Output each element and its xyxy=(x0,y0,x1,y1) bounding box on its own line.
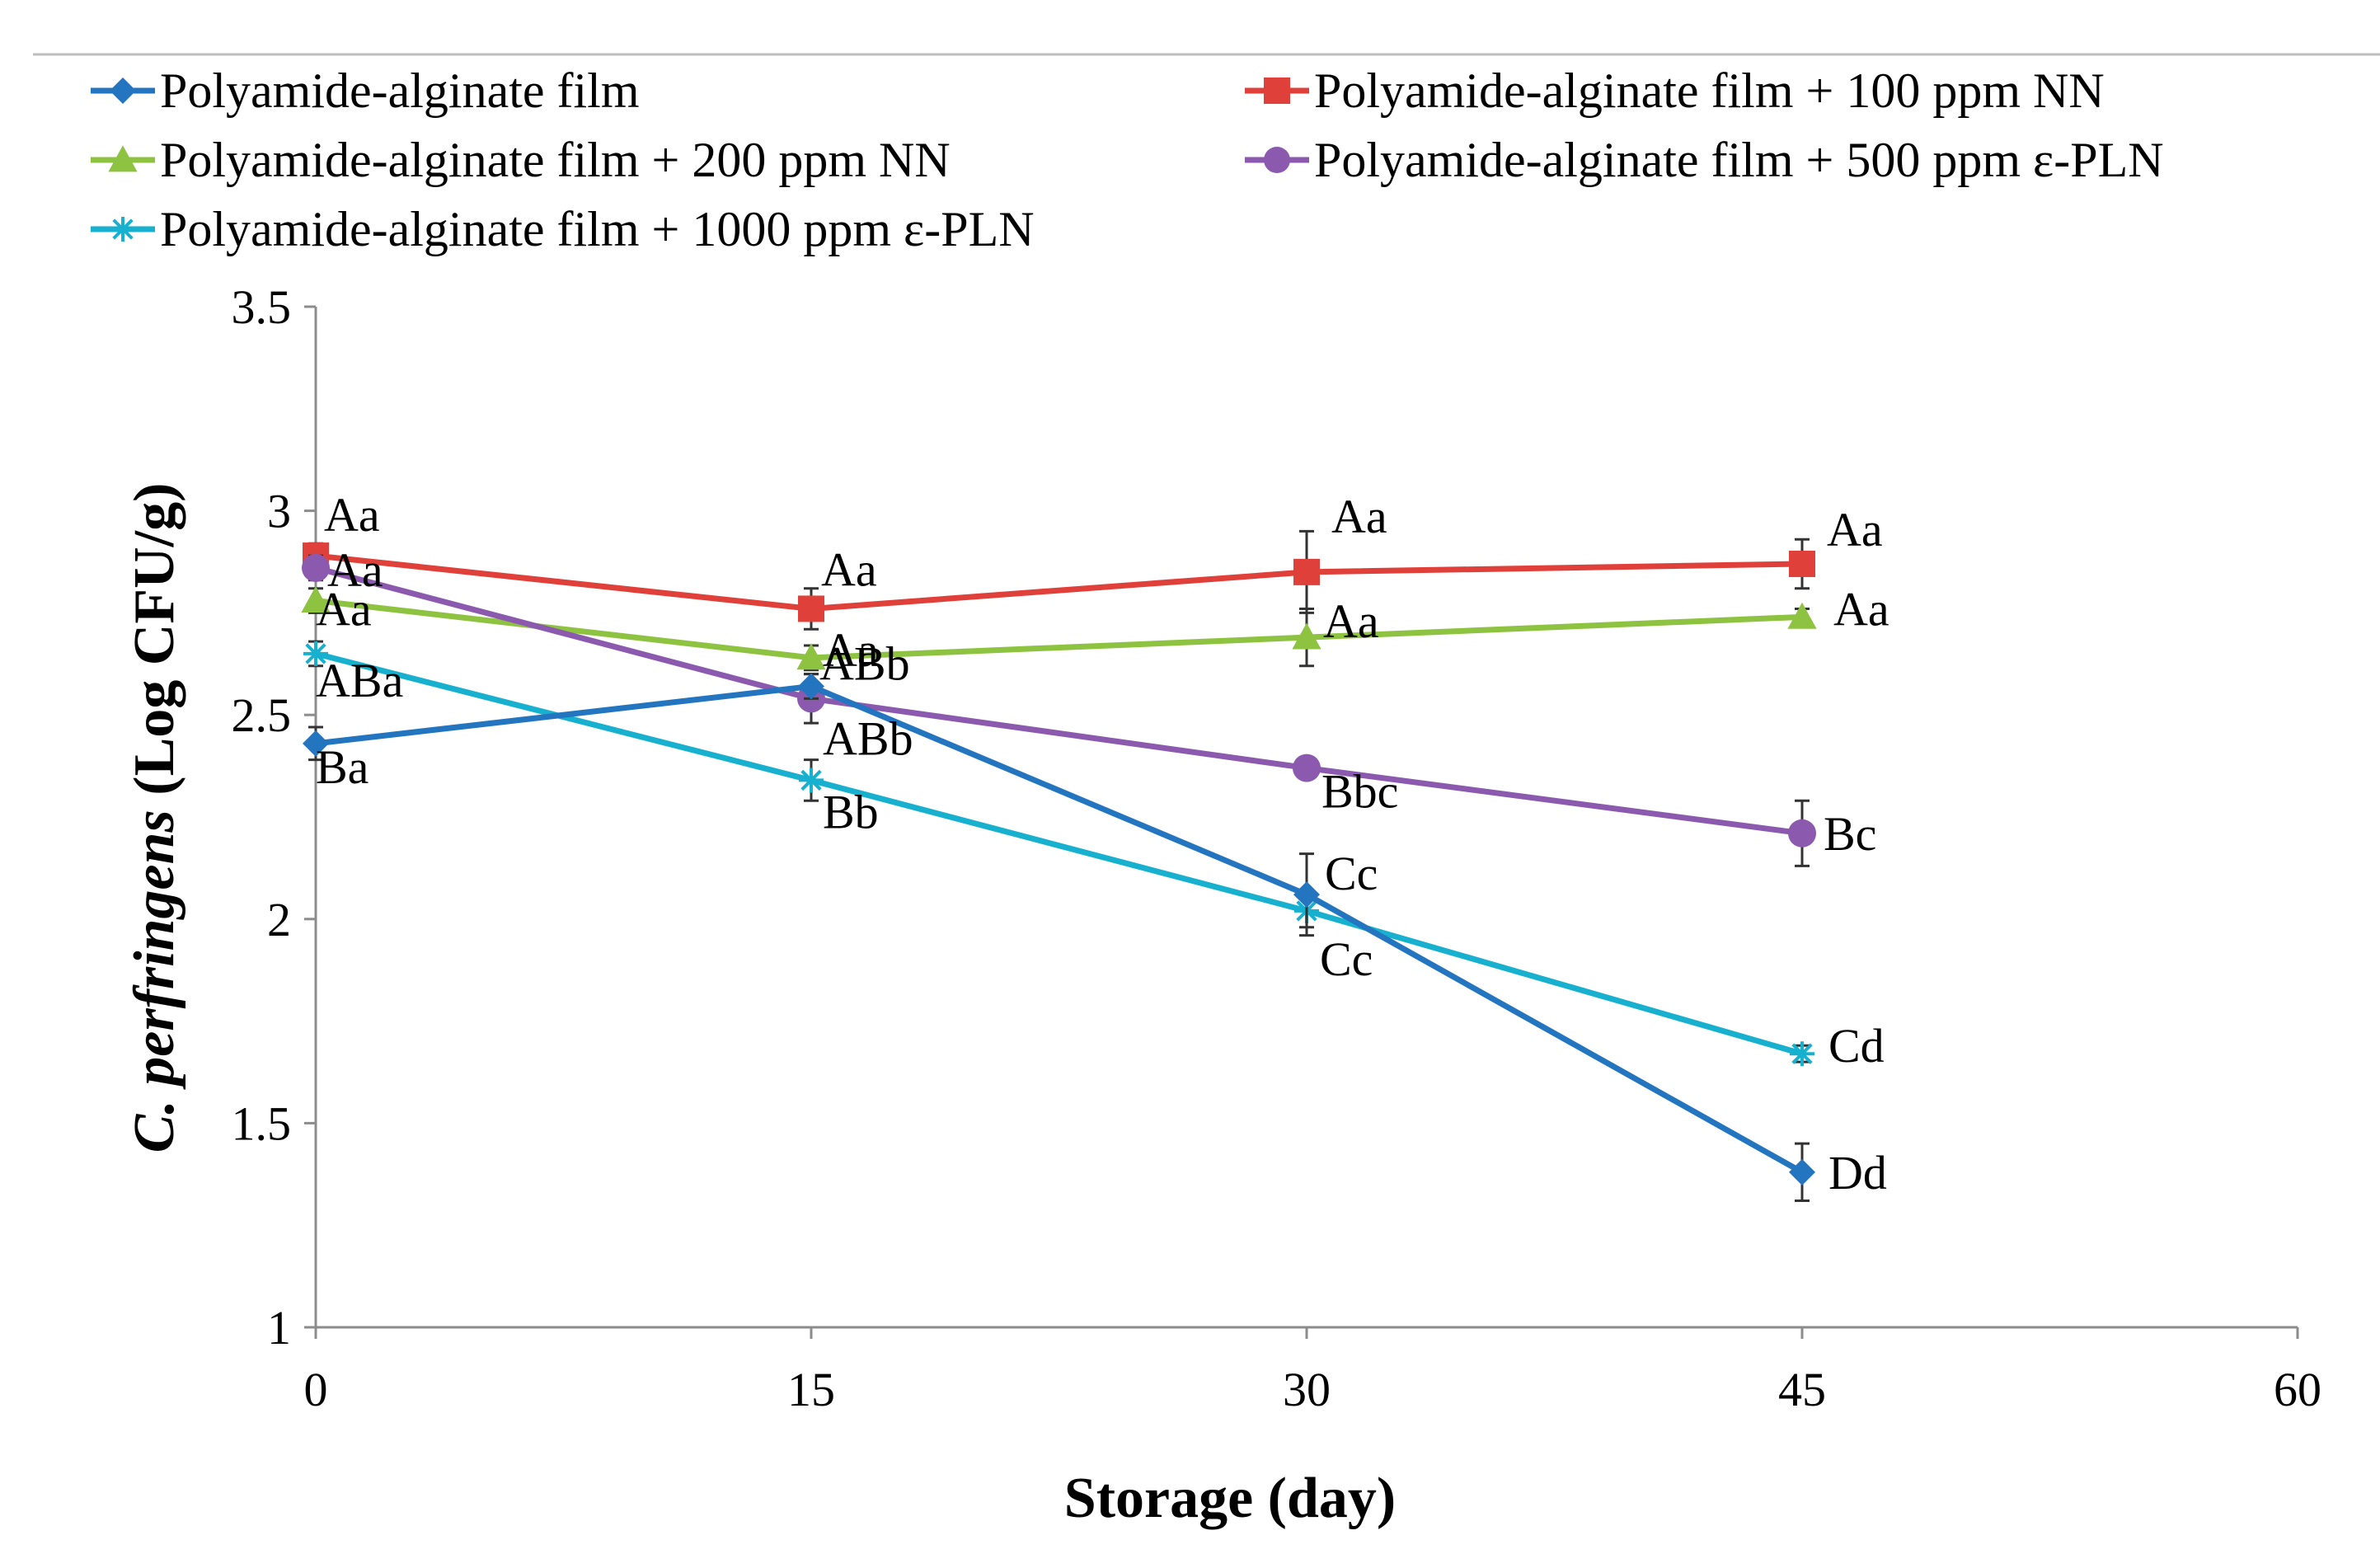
series-line xyxy=(315,683,1804,1175)
legend-marker xyxy=(110,217,135,242)
legend-marker xyxy=(110,77,136,104)
data-label: Aa xyxy=(316,583,372,636)
data-point xyxy=(1292,622,1321,650)
y-ticks: 1 1.5 2 2.5 3 3.5 xyxy=(232,280,316,1354)
data-label: Aa xyxy=(1323,594,1379,648)
series-line xyxy=(315,565,1803,837)
data-point xyxy=(1293,881,1320,908)
data-label: Aa xyxy=(1833,582,1889,636)
legend-label: Polyamide-alginate film + 200 ppm NN xyxy=(160,133,951,187)
x-tick-label: 60 xyxy=(2274,1363,2321,1416)
data-label: Bc xyxy=(1824,807,1876,861)
y-axis-title: C. perfringens (Log CFU/g) xyxy=(123,483,186,1153)
legend-label: Polyamide-alginate film + 1000 ppm ε-PLN xyxy=(160,202,1035,256)
legend-label: Polyamide-alginate film + 500 ppm ε-PLN xyxy=(1314,133,2164,187)
data-label: Aa xyxy=(327,543,383,597)
y-tick-label: 2.5 xyxy=(232,688,292,742)
x-tick-label: 45 xyxy=(1778,1363,1826,1416)
legend-item: Polyamide-alginate film xyxy=(91,63,640,118)
data-point xyxy=(1787,602,1817,629)
y-axis-title-rest: (Log CFU/g) xyxy=(123,483,186,810)
data-point xyxy=(799,768,824,793)
data-point xyxy=(1789,550,1815,577)
data-point xyxy=(303,730,329,757)
data-label: Dd xyxy=(1828,1146,1887,1200)
series-line xyxy=(315,552,1803,612)
x-axis-title: Storage (day) xyxy=(1064,1467,1396,1530)
series-2 xyxy=(303,529,1815,631)
data-label: Aa xyxy=(324,488,380,542)
series-1 xyxy=(303,673,1815,1202)
data-point xyxy=(796,643,826,670)
legend-item: Polyamide-alginate film + 500 ppm ε-PLN xyxy=(1245,133,2164,187)
data-label: Cd xyxy=(1828,1019,1885,1073)
data-point xyxy=(303,641,328,666)
x-tick-label: 15 xyxy=(787,1363,835,1416)
data-label: Bbc xyxy=(1321,765,1398,819)
data-point xyxy=(1788,819,1816,847)
data-label: Cc xyxy=(1325,847,1378,900)
series-5 xyxy=(303,640,1814,1067)
data-point xyxy=(1789,1158,1815,1185)
legend: Polyamide-alginate film Polyamide-alginat… xyxy=(91,63,2164,256)
legend-label: Polyamide-alginate film xyxy=(160,63,640,118)
data-label: Aa xyxy=(823,623,879,677)
series-line xyxy=(315,650,1803,1057)
legend-marker xyxy=(108,145,138,172)
data-point xyxy=(1293,754,1321,782)
data-point xyxy=(798,673,824,700)
x-ticks: 0 15 30 45 60 xyxy=(304,1327,2321,1416)
series-3 xyxy=(301,585,1817,672)
y-axis-title-italic: C. perfringens xyxy=(123,810,186,1153)
x-tick-label: 30 xyxy=(1283,1363,1331,1416)
series-line xyxy=(315,598,1803,661)
x-tick-label: 0 xyxy=(304,1363,328,1416)
y-tick-label: 3 xyxy=(267,485,291,538)
legend-item: Polyamide-alginate film + 100 ppm NN xyxy=(1245,63,2105,118)
legend-item: Polyamide-alginate film + 1000 ppm ε-PLN xyxy=(91,202,1035,256)
series-4 xyxy=(302,553,1816,867)
legend-label: Polyamide-alginate film + 100 ppm NN xyxy=(1314,63,2105,118)
data-label: Cc xyxy=(1320,932,1373,986)
data-label: Aa xyxy=(1827,503,1883,556)
y-tick-label: 3.5 xyxy=(232,280,292,334)
data-point xyxy=(1790,1041,1814,1067)
axes: 1 1.5 2 2.5 3 3.5 0 15 30 45 60 xyxy=(232,280,2322,1416)
data-label: ABa xyxy=(316,654,403,707)
data-point xyxy=(1293,558,1320,585)
data-point xyxy=(798,595,824,622)
legend-marker xyxy=(1264,77,1290,104)
y-tick-label: 2 xyxy=(267,893,291,946)
y-tick-label: 1.5 xyxy=(232,1096,292,1150)
data-label: ABb xyxy=(819,637,910,691)
data-label: ABb xyxy=(823,711,913,765)
data-label: Aa xyxy=(821,542,877,596)
data-label: Aa xyxy=(1331,490,1387,543)
legend-item: Polyamide-alginate film + 200 ppm NN xyxy=(91,133,951,187)
data-point xyxy=(302,553,330,582)
data-point xyxy=(301,585,331,613)
data-label: Bb xyxy=(823,785,879,838)
y-tick-label: 1 xyxy=(267,1301,291,1354)
legend-marker xyxy=(1264,147,1290,173)
data-label: Ba xyxy=(316,740,369,794)
